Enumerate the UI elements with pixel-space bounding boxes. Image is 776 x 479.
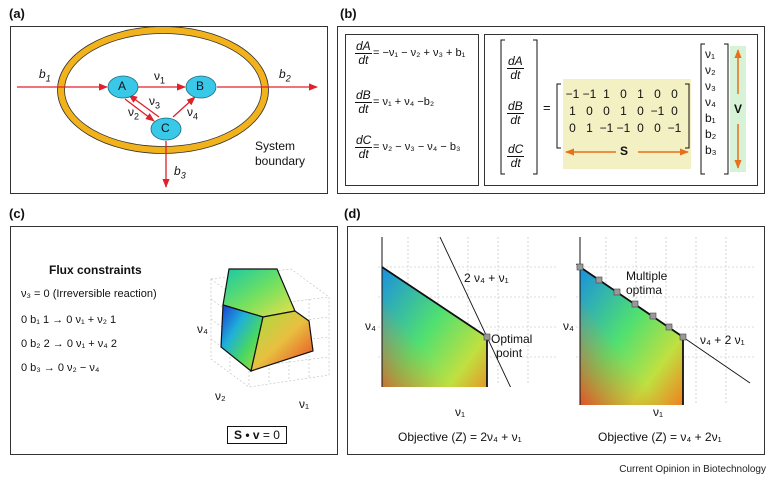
flux-v2-label: ν2 — [128, 105, 140, 122]
steady-state-equation: S • v = 0 — [227, 426, 287, 444]
axis-v2-label: ν₂ — [215, 389, 226, 403]
eq-dB-dt: dB dt — [355, 88, 372, 116]
axis-v4-label: ν₄ — [197, 322, 208, 336]
matrix-row-2: 1 0 0 1 0 −1 0 — [569, 104, 678, 118]
panel-a: A B C b1 ν1 b2 ν3 ν2 ν4 b3 System bounda… — [10, 26, 328, 194]
node-c-label: C — [161, 121, 170, 135]
lhs-dC-dt: dC dt — [507, 142, 525, 170]
node-b — [185, 75, 217, 99]
right-ylabel: ν₄ — [563, 319, 574, 333]
flux-v4-arrow — [172, 96, 196, 118]
eq-dB-rhs: = ν₁ + ν₄ −b₂ — [373, 96, 435, 108]
system-boundary-ring — [57, 27, 269, 154]
panel-c: Flux constraints ν₃ = 0 (Irreversible re… — [10, 226, 338, 455]
left-ylabel: ν₄ — [365, 319, 376, 333]
flux-v3-arrow — [128, 94, 160, 118]
journal-credit: Current Opinion in Biotechnology — [619, 464, 766, 475]
node-c — [150, 117, 182, 141]
matrix-highlight — [563, 79, 691, 169]
optimal-point-label-2: point — [496, 346, 523, 360]
flux-b1-label: b1 — [39, 67, 51, 84]
node-a-label: A — [118, 79, 127, 93]
flux-b3-label: b3 — [174, 164, 186, 181]
vector-highlight — [730, 46, 746, 172]
right-objective: Objective (Z) = ν₄ + 2ν₁ — [598, 430, 722, 444]
panel-c-label: (c) — [9, 206, 25, 221]
left-objective-line-label: 2 ν₄ + ν₁ — [464, 271, 509, 285]
eq-dA-dt: dA dt — [355, 39, 372, 67]
right-xlabel: ν₁ — [653, 405, 664, 419]
flux-vector-brackets — [700, 43, 729, 175]
eq-dC-dt: dC dt — [355, 133, 373, 161]
constraint-2: 0 b₁ 1 → 0 ν₁ + ν₂ 1 — [21, 314, 117, 326]
network-diagram — [17, 27, 318, 188]
eq-dA-rhs: = −ν₁ − ν₂ + ν₃ + b₁ — [373, 47, 466, 59]
flux-b2-label: b2 — [279, 67, 291, 84]
multiple-optima-label-1: Multiple — [626, 269, 668, 283]
flux-v1-label: ν1 — [154, 69, 166, 86]
matrix-label-S: S — [620, 144, 629, 158]
constraint-3: 0 b₂ 2 → 0 ν₁ + ν₄ 2 — [21, 338, 117, 350]
constraint-4: 0 b₃ → 0 ν₂ − ν₄ — [21, 362, 100, 374]
panel-d-label: (d) — [344, 206, 361, 221]
flux-constraints-title: Flux constraints — [49, 263, 142, 277]
multiple-optima-label-2: optima — [626, 283, 663, 297]
optimal-point-label-1: Optimal — [491, 332, 533, 346]
matrix-row-3: 0 1 −1 −1 0 0 −1 — [569, 121, 682, 135]
left-objective: Objective (Z) = 2ν₄ + ν₁ — [398, 430, 522, 444]
panel-b — [337, 26, 765, 194]
lhs-vector-brackets — [500, 39, 538, 175]
system-boundary-label-2: boundary — [255, 154, 306, 168]
axis-v1-label: ν₁ — [299, 397, 310, 411]
right-objective-line-label: ν₄ + 2 ν₁ — [700, 333, 745, 347]
eq-dC-rhs: = ν₂ − ν₃ − ν₄ − b₃ — [373, 141, 461, 153]
flux-v4-label: ν4 — [187, 105, 199, 122]
matrix-equals: = — [543, 100, 551, 115]
lhs-dB-dt: dB dt — [507, 99, 524, 127]
lhs-dA-dt: dA dt — [507, 54, 524, 82]
node-a — [107, 75, 139, 99]
matrix-width-arrow — [565, 148, 689, 156]
panel-b-label: (b) — [340, 6, 357, 21]
vector-label-V: V — [734, 102, 743, 116]
left-xlabel: ν₁ — [455, 405, 466, 419]
flux-polytope-3d — [210, 268, 330, 388]
flux-v3-label: ν3 — [149, 94, 161, 111]
equations-box — [345, 34, 479, 186]
constraint-1: ν₃ = 0 (Irreversible reaction) — [21, 288, 157, 300]
plot-left — [378, 237, 556, 387]
matrix-brackets — [556, 83, 690, 149]
system-boundary-label-1: System — [255, 139, 296, 153]
plot-right — [576, 237, 754, 405]
flux-vector: ν₁ ν₂ ν₃ ν₄ b₁ b₂ b₃ — [705, 47, 717, 157]
panel-a-label: (a) — [9, 6, 25, 21]
node-b-label: B — [196, 79, 205, 93]
vector-length-arrow — [734, 49, 742, 169]
panel-d: 2 ν₄ + ν₁ Optimal point ν₄ ν₁ Objective … — [347, 226, 765, 455]
matrix-box — [484, 34, 758, 186]
matrix-row-1: −1 −1 1 0 1 0 0 — [565, 87, 678, 101]
